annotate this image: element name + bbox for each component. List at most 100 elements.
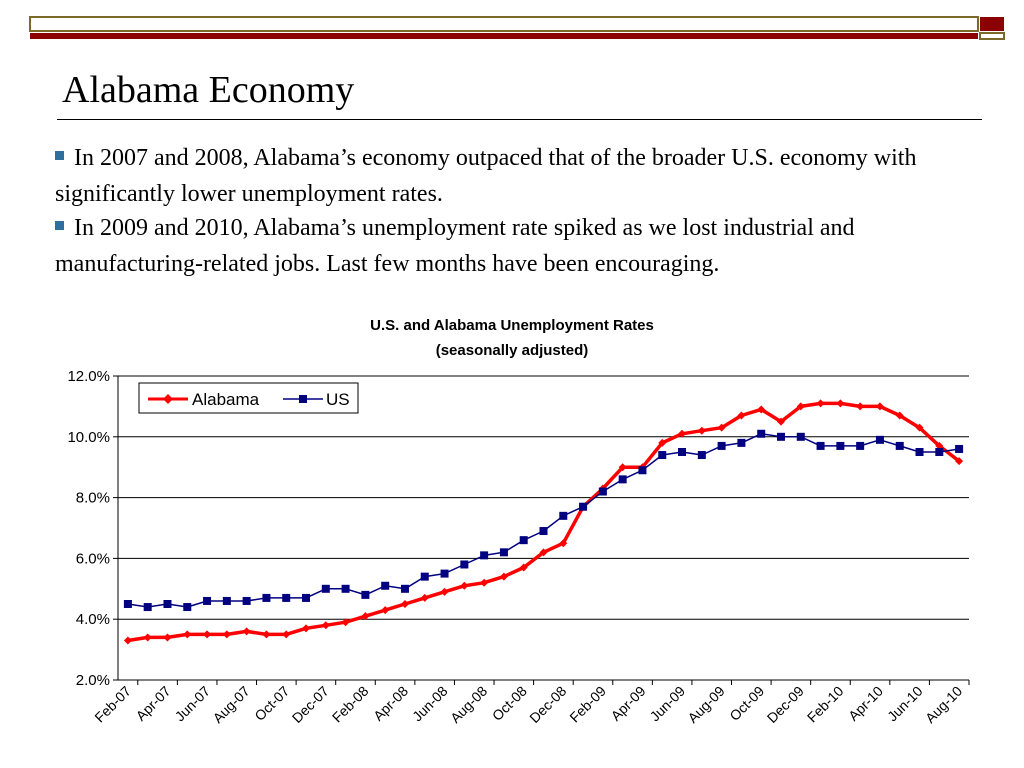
x-tick-label: Aug-07	[210, 683, 253, 726]
x-tick-label: Aug-10	[922, 683, 965, 726]
x-tick-label: Jun-08	[409, 683, 451, 725]
data-point-us	[381, 581, 390, 590]
y-tick-label: 12.0%	[67, 368, 110, 385]
data-point-us	[143, 603, 152, 612]
x-tick-label: Apr-10	[845, 683, 886, 724]
data-point-us	[816, 441, 825, 450]
header-bar	[29, 16, 1005, 40]
x-tick-label: Jun-09	[647, 683, 689, 725]
data-point-alabama	[757, 405, 766, 414]
data-point-us	[302, 593, 311, 602]
x-tick-label: Jun-10	[884, 683, 926, 725]
data-point-alabama	[123, 636, 132, 645]
data-point-alabama	[816, 399, 825, 408]
x-tick-label: Dec-08	[526, 683, 569, 726]
x-tick-label: Dec-07	[289, 683, 332, 726]
data-point-alabama	[796, 402, 805, 411]
chart-title: U.S. and Alabama Unemployment Rates	[370, 317, 654, 334]
data-point-us	[222, 596, 231, 605]
data-point-us	[678, 448, 687, 456]
data-point-us	[262, 593, 271, 602]
data-point-alabama	[400, 600, 409, 608]
gridlines	[118, 375, 969, 620]
data-point-us	[321, 584, 330, 593]
data-point-alabama	[460, 581, 469, 590]
data-point-us	[123, 600, 132, 608]
data-point-alabama	[895, 411, 904, 420]
data-point-alabama	[282, 630, 291, 639]
bullet-text: In 2009 and 2010, Alabama’s unemployment…	[55, 215, 855, 277]
axes: 2.0%4.0%6.0%8.0%10.0%12.0%Feb-07Apr-07Ju…	[67, 368, 970, 726]
x-tick-label: Jun-07	[172, 683, 214, 725]
data-point-us	[420, 572, 429, 581]
data-point-us	[163, 600, 172, 608]
series-line-alabama	[127, 401, 961, 643]
x-tick-label: Feb-10	[804, 683, 847, 726]
data-point-alabama	[539, 548, 548, 557]
unemployment-chart: U.S. and Alabama Unemployment Rates (sea…	[67, 317, 970, 726]
x-tick-label: Dec-09	[764, 683, 807, 726]
bullet-text: In 2007 and 2008, Alabama’s economy outp…	[55, 145, 917, 207]
data-point-alabama	[618, 463, 627, 472]
data-point-alabama	[717, 423, 726, 432]
y-tick-label: 4.0%	[76, 611, 110, 628]
data-point-us	[341, 584, 350, 593]
data-point-alabama	[321, 621, 330, 630]
data-point-alabama	[678, 429, 687, 438]
data-point-us	[796, 432, 805, 441]
x-tick-label: Feb-07	[91, 683, 134, 726]
data-point-alabama	[480, 578, 489, 587]
legend-us-marker	[299, 395, 307, 403]
data-point-us	[539, 527, 548, 536]
data-point-alabama	[737, 411, 746, 420]
series-line-us	[127, 433, 960, 608]
square-bullet-icon	[55, 151, 64, 160]
y-tick-label: 6.0%	[76, 550, 110, 567]
data-point-us	[618, 475, 627, 484]
data-point-alabama	[519, 563, 528, 572]
data-point-alabama	[658, 438, 667, 447]
legend-alabama-marker	[163, 394, 173, 404]
bullet-item: In 2009 and 2010, Alabama’s unemployment…	[55, 210, 965, 282]
data-point-us	[955, 444, 964, 453]
x-tick-label: Apr-07	[133, 683, 174, 724]
bullet-item: In 2007 and 2008, Alabama’s economy outp…	[55, 140, 965, 212]
data-point-alabama	[222, 630, 231, 639]
x-tick-label: Oct-08	[489, 683, 530, 724]
data-point-us	[242, 596, 251, 605]
data-point-alabama	[440, 587, 449, 596]
data-point-us	[579, 502, 588, 511]
series-lines	[123, 399, 964, 645]
data-point-us	[480, 551, 489, 560]
data-point-alabama	[697, 426, 706, 435]
data-point-alabama	[381, 606, 390, 615]
data-point-alabama	[856, 402, 865, 411]
data-point-us	[757, 429, 766, 438]
chart-subtitle: (seasonally adjusted)	[436, 342, 589, 359]
data-point-us	[658, 451, 667, 460]
data-point-alabama	[499, 572, 508, 581]
data-point-alabama	[915, 423, 924, 432]
data-point-alabama	[302, 624, 311, 633]
data-point-us	[440, 569, 449, 578]
data-point-alabama	[875, 402, 884, 411]
data-point-alabama	[935, 441, 944, 450]
data-point-us	[875, 435, 884, 444]
x-tick-label: Apr-08	[370, 683, 411, 724]
data-point-us	[697, 451, 706, 460]
data-point-alabama	[242, 627, 251, 636]
data-point-us	[559, 511, 568, 520]
data-point-alabama	[559, 539, 568, 548]
y-tick-label: 10.0%	[67, 429, 110, 446]
slide-title: Alabama Economy	[62, 69, 355, 111]
square-bullet-icon	[55, 221, 64, 230]
data-point-us	[935, 448, 944, 456]
data-point-us	[400, 584, 409, 593]
data-point-us	[203, 596, 212, 605]
data-point-us	[519, 536, 528, 545]
data-point-us	[856, 441, 865, 450]
title-divider	[57, 119, 982, 120]
data-point-us	[361, 590, 370, 599]
data-point-us	[737, 438, 746, 447]
y-tick-label: 2.0%	[76, 672, 110, 689]
